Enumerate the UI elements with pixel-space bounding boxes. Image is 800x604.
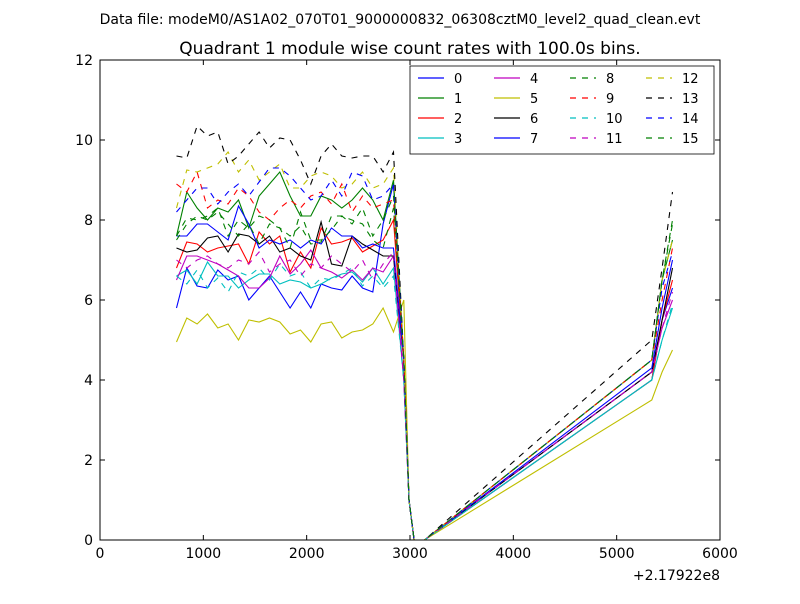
- legend-item-4: 4: [494, 72, 538, 87]
- y-tick-label: 6: [84, 293, 93, 309]
- legend-item-3: 3: [418, 132, 462, 147]
- legend-item-10: 10: [570, 112, 623, 127]
- legend-item-7: 7: [494, 132, 538, 147]
- legend-label: 11: [606, 132, 623, 147]
- legend-label: 3: [454, 132, 462, 147]
- y-tick-label: 12: [75, 53, 93, 69]
- legend-item-8: 8: [570, 72, 614, 87]
- legend-item-2: 2: [418, 112, 462, 127]
- x-ticks: 0 1000 2000 3000 4000 5000 6000: [96, 60, 738, 562]
- x-tick-label: 1000: [186, 546, 222, 562]
- series-line-8: [176, 207, 674, 541]
- legend-label: 10: [606, 112, 623, 127]
- legend-label: 5: [530, 92, 538, 107]
- y-tick-label: 0: [84, 533, 93, 549]
- y-tick-label: 10: [75, 133, 93, 149]
- data-file-label: Data file: modeM0/AS1A02_070T01_90000008…: [100, 12, 701, 28]
- legend-item-13: 13: [646, 92, 699, 107]
- legend-frame: [409, 65, 715, 155]
- legend-label: 7: [530, 132, 538, 147]
- y-tick-label: 2: [84, 453, 93, 469]
- legend-item-14: 14: [646, 112, 699, 127]
- legend-item-1: 1: [418, 92, 462, 107]
- legend-label: 4: [530, 72, 538, 87]
- x-tick-label: 2000: [289, 546, 325, 562]
- legend-item-12: 12: [646, 72, 699, 87]
- legend-item-6: 6: [494, 112, 538, 127]
- legend-label: 2: [454, 112, 462, 127]
- legend-item-15: 15: [646, 132, 699, 147]
- legend-label: 9: [606, 92, 614, 107]
- x-offset-text: +2.17922e8: [633, 568, 720, 584]
- legend-item-0: 0: [418, 72, 462, 87]
- legend-label: 15: [682, 132, 699, 147]
- y-tick-label: 4: [84, 373, 93, 389]
- y-tick-label: 8: [84, 213, 93, 229]
- legend-item-9: 9: [570, 92, 614, 107]
- legend-label: 13: [682, 92, 699, 107]
- series-layer: [175, 124, 674, 541]
- x-tick-label: 0: [96, 546, 105, 562]
- series-line-15: [176, 195, 674, 541]
- x-tick-label: 6000: [702, 546, 738, 562]
- legend-item-11: 11: [570, 132, 623, 147]
- legend-item-5: 5: [494, 92, 538, 107]
- legend-label: 8: [606, 72, 614, 87]
- series-line-14: [176, 167, 674, 541]
- x-tick-label: 4000: [496, 546, 532, 562]
- legend-label: 6: [530, 112, 538, 127]
- chart-title: Quadrant 1 module wise count rates with …: [179, 39, 640, 59]
- x-tick-label: 5000: [599, 546, 635, 562]
- series-line-9: [176, 170, 674, 541]
- series-line-11: [176, 250, 674, 541]
- legend-label: 12: [682, 72, 699, 87]
- x-tick-label: 3000: [392, 546, 428, 562]
- legend-label: 0: [454, 72, 462, 87]
- legend-label: 14: [682, 112, 699, 127]
- legend-label: 1: [454, 92, 462, 107]
